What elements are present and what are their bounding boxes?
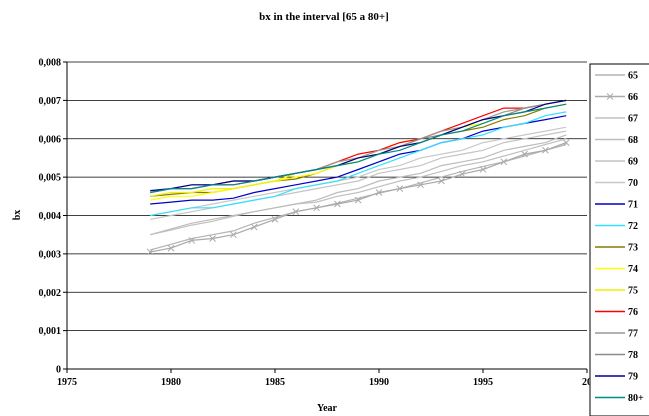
series-line: [150, 115, 567, 205]
legend-item-67: 67: [595, 114, 638, 125]
series-line: [150, 143, 567, 251]
legend-label: 68: [628, 135, 638, 146]
data-point-marker: [438, 177, 445, 185]
series-71: [150, 115, 567, 205]
legend-marker: [606, 93, 614, 100]
legend-item-70: 70: [595, 178, 638, 189]
legend-label: 72: [628, 221, 638, 232]
series-65: [150, 143, 567, 251]
data-point-marker: [313, 204, 320, 212]
x-axis-ticks: 1975 1980 1985 1990 1995 20: [57, 369, 592, 388]
x-tick-label: 1990: [369, 377, 389, 388]
series-line: [150, 138, 567, 236]
legend-item-78: 78: [595, 350, 638, 361]
y-tick-label: 0,004: [39, 211, 62, 222]
legend-item-71: 71: [595, 200, 638, 211]
legend-label: 69: [628, 157, 638, 168]
data-point-marker: [562, 139, 570, 146]
y-tick-label: 0,002: [39, 288, 62, 299]
series-72: [150, 111, 567, 217]
legend-box: [589, 63, 649, 416]
legend-item-66: 66: [595, 92, 638, 103]
legend-label: 70: [628, 178, 638, 189]
y-tick-label: 0,008: [39, 58, 62, 69]
legend-item-73: 73: [595, 243, 638, 254]
data-point-marker: [542, 146, 549, 154]
legend-label: 65: [628, 71, 638, 82]
series-70: [150, 126, 567, 217]
legend-label: 77: [628, 329, 638, 340]
series-67: [150, 138, 567, 236]
y-tick-label: 0,003: [39, 249, 62, 260]
data-point-marker: [458, 170, 466, 178]
data-point-marker: [209, 235, 216, 242]
y-tick-label: 0,007: [39, 96, 62, 107]
legend-label: 71: [628, 200, 638, 211]
legend-item-74: 74: [595, 264, 638, 275]
x-tick-label: 20: [582, 377, 592, 388]
data-point-marker: [146, 248, 154, 256]
series-68: [150, 134, 567, 236]
legend-label: 80+: [628, 393, 644, 404]
y-tick-label: 0: [56, 365, 61, 376]
legend-label: 67: [628, 114, 638, 125]
legend-item-79: 79: [595, 372, 638, 383]
legend-item-75: 75: [595, 286, 638, 297]
series-line: [150, 103, 567, 194]
legend-label: 79: [628, 372, 638, 383]
data-point-marker: [334, 200, 341, 208]
data-point-marker: [375, 189, 383, 196]
series-80+: [150, 103, 567, 194]
y-axis-ticks: 0 0,001 0,002 0,003 0,004 0,005 0,006 0,007 0,00…: [39, 58, 67, 376]
data-point-marker: [500, 158, 508, 166]
series-line: [150, 99, 567, 192]
data-point-marker: [250, 223, 258, 231]
y-tick-label: 0,001: [39, 326, 62, 337]
x-tick-label: 1975: [57, 377, 77, 388]
y-tick-label: 0,006: [39, 134, 62, 145]
data-point-marker: [167, 244, 175, 252]
chart-title: bx in the interval [65 a 80+]: [259, 11, 389, 23]
x-tick-label: 1995: [473, 377, 493, 388]
legend-item-72: 72: [595, 221, 638, 232]
x-tick-label: 1985: [265, 377, 285, 388]
x-axis-label: Year: [317, 403, 338, 414]
x-tick-label: 1980: [161, 377, 181, 388]
legend-label: 74: [628, 264, 638, 275]
legend-item-76: 76: [595, 307, 638, 318]
series-line: [150, 134, 567, 236]
series-79: [150, 99, 567, 192]
legend-item-77: 77: [595, 329, 638, 340]
series-line: [150, 126, 567, 217]
legend-item-68: 68: [595, 135, 638, 146]
y-axis-label: bx: [12, 210, 23, 221]
data-point-marker: [521, 150, 528, 158]
legend-item-80+: 80+: [595, 393, 644, 404]
data-point-marker: [230, 231, 237, 239]
legend-label: 66: [628, 92, 638, 103]
data-point-marker: [479, 166, 487, 173]
legend: 65 66 67 68 69 70 71 72 73 74 75 76 77 78 79 80+: [589, 63, 649, 416]
legend-label: 75: [628, 286, 638, 297]
data-point-marker: [271, 215, 279, 223]
y-tick-label: 0,005: [39, 173, 62, 184]
data-point-marker: [417, 181, 424, 189]
data-point-marker: [354, 196, 362, 204]
series-line: [150, 111, 567, 217]
legend-label: 78: [628, 350, 638, 361]
legend-item-69: 69: [595, 157, 638, 168]
series-66: [146, 139, 570, 256]
legend-label: 76: [628, 307, 638, 318]
legend-item-65: 65: [595, 71, 638, 82]
gridlines: [67, 61, 587, 332]
data-point-marker: [188, 237, 196, 244]
series-layer: [146, 99, 570, 256]
legend-label: 73: [628, 243, 638, 254]
data-point-marker: [292, 208, 300, 216]
data-point-marker: [396, 185, 404, 192]
